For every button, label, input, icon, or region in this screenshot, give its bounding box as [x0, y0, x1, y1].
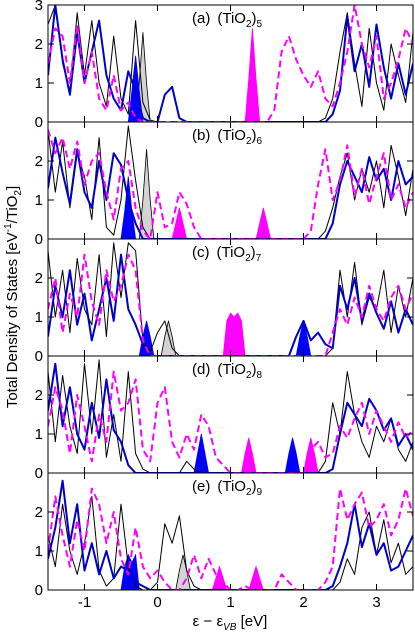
dos-line [48, 479, 413, 590]
filled-peak [255, 207, 272, 239]
formula: (TiO [217, 244, 246, 261]
formula-sub: 6 [257, 136, 263, 147]
x-label-sub: VB [223, 622, 237, 633]
panel [48, 359, 413, 473]
dos-line [48, 362, 413, 473]
panel [48, 5, 413, 122]
y-tick-label: 2 [35, 36, 43, 53]
y-label-text: /TiO [4, 196, 21, 224]
y-tick-label: 1 [35, 543, 43, 560]
panel [48, 479, 413, 590]
dos-line [48, 136, 413, 239]
panel-letter: (c) [192, 244, 210, 261]
panel-label: (d) (TiO2)8 [192, 361, 263, 381]
formula-sub: 9 [257, 487, 263, 498]
y-tick-label: 1 [35, 75, 43, 92]
panel-label: (a) (TiO2)5 [192, 10, 263, 30]
filled-peak [175, 554, 191, 590]
formula-sub: 2 [246, 136, 252, 147]
filled-peak [222, 312, 246, 356]
y-axis-label: Total Density of States [eV-1/TiO2] [3, 186, 24, 408]
formula-sub: 2 [246, 19, 252, 30]
x-axis-label: ε − εVB [eV] [193, 613, 268, 633]
filled-peak [284, 437, 301, 473]
dos-line [48, 495, 413, 590]
formula-sub: 2 [245, 253, 251, 264]
dos-line [48, 5, 413, 122]
panel-letter: (b) [192, 127, 210, 144]
x-tick-label: 0 [153, 594, 161, 611]
y-tick-label: 2 [35, 387, 43, 404]
y-tick-label: 0 [35, 348, 43, 365]
dos-line [48, 125, 413, 239]
x-tick-label: 2 [299, 594, 307, 611]
formula: (TiO [217, 127, 246, 144]
formula: ) [251, 244, 256, 261]
x-tick-label: 3 [372, 594, 380, 611]
y-tick-label: 0 [35, 114, 43, 131]
filled-peak [120, 176, 137, 239]
filled-peak [138, 149, 155, 239]
filled-peak [241, 437, 257, 473]
y-tick-label: 1 [35, 192, 43, 209]
formula-sub: 5 [257, 19, 263, 30]
y-label-text: ] [4, 186, 21, 190]
panel-label: (e) (TiO2)9 [192, 478, 263, 498]
y-tick-label: 3 [35, 0, 43, 14]
formula-sub: 7 [256, 253, 262, 264]
filled-peak [171, 207, 188, 239]
formula: (TiO [217, 10, 246, 27]
y-tick-label: 2 [35, 270, 43, 287]
y-label-sup: -1 [3, 223, 14, 232]
dos-line [48, 5, 413, 122]
dos-line [48, 242, 413, 356]
formula: ) [252, 361, 257, 378]
formula: ) [252, 127, 257, 144]
y-tick-label: 0 [35, 582, 43, 599]
formula: ) [252, 10, 257, 27]
dos-line [48, 359, 413, 473]
panel [48, 125, 413, 239]
y-tick-label: 2 [35, 504, 43, 521]
formula: ) [252, 478, 257, 495]
panel [48, 242, 413, 356]
formula-sub: 2 [246, 370, 252, 381]
panel-letter: (d) [192, 361, 210, 378]
filled-peak [193, 433, 210, 473]
panel-letter: (a) [192, 10, 210, 27]
filled-peak [295, 320, 312, 356]
y-tick-label: 0 [35, 465, 43, 482]
y-tick-label: 1 [35, 309, 43, 326]
panel-label: (b) (TiO2)6 [192, 127, 263, 147]
filled-peak [248, 565, 264, 590]
filled-peak [244, 28, 261, 122]
y-tick-label: 1 [35, 426, 43, 443]
panel-letter: (e) [192, 478, 210, 495]
formula: (TiO [217, 478, 246, 495]
dos-line [48, 487, 413, 590]
dos-line [48, 253, 413, 356]
formula: (TiO [217, 361, 246, 378]
filled-peak [160, 320, 177, 356]
y-label-sub: 2 [13, 190, 24, 196]
formula-sub: 2 [246, 487, 252, 498]
y-tick-label: 0 [35, 231, 43, 248]
x-label-text: [eV] [236, 613, 267, 630]
panel-label: (c) (TiO2)7 [192, 244, 262, 264]
y-tick-label: 2 [35, 153, 43, 170]
x-tick-label: 1 [226, 594, 234, 611]
dos-line [48, 370, 413, 473]
formula-sub: 8 [257, 370, 263, 381]
dos-line [48, 253, 413, 356]
y-label-text: Total Density of States [eV [4, 232, 21, 408]
x-tick-label: -1 [78, 594, 91, 611]
x-label-text: ε − ε [193, 613, 224, 630]
dos-line [48, 129, 413, 239]
